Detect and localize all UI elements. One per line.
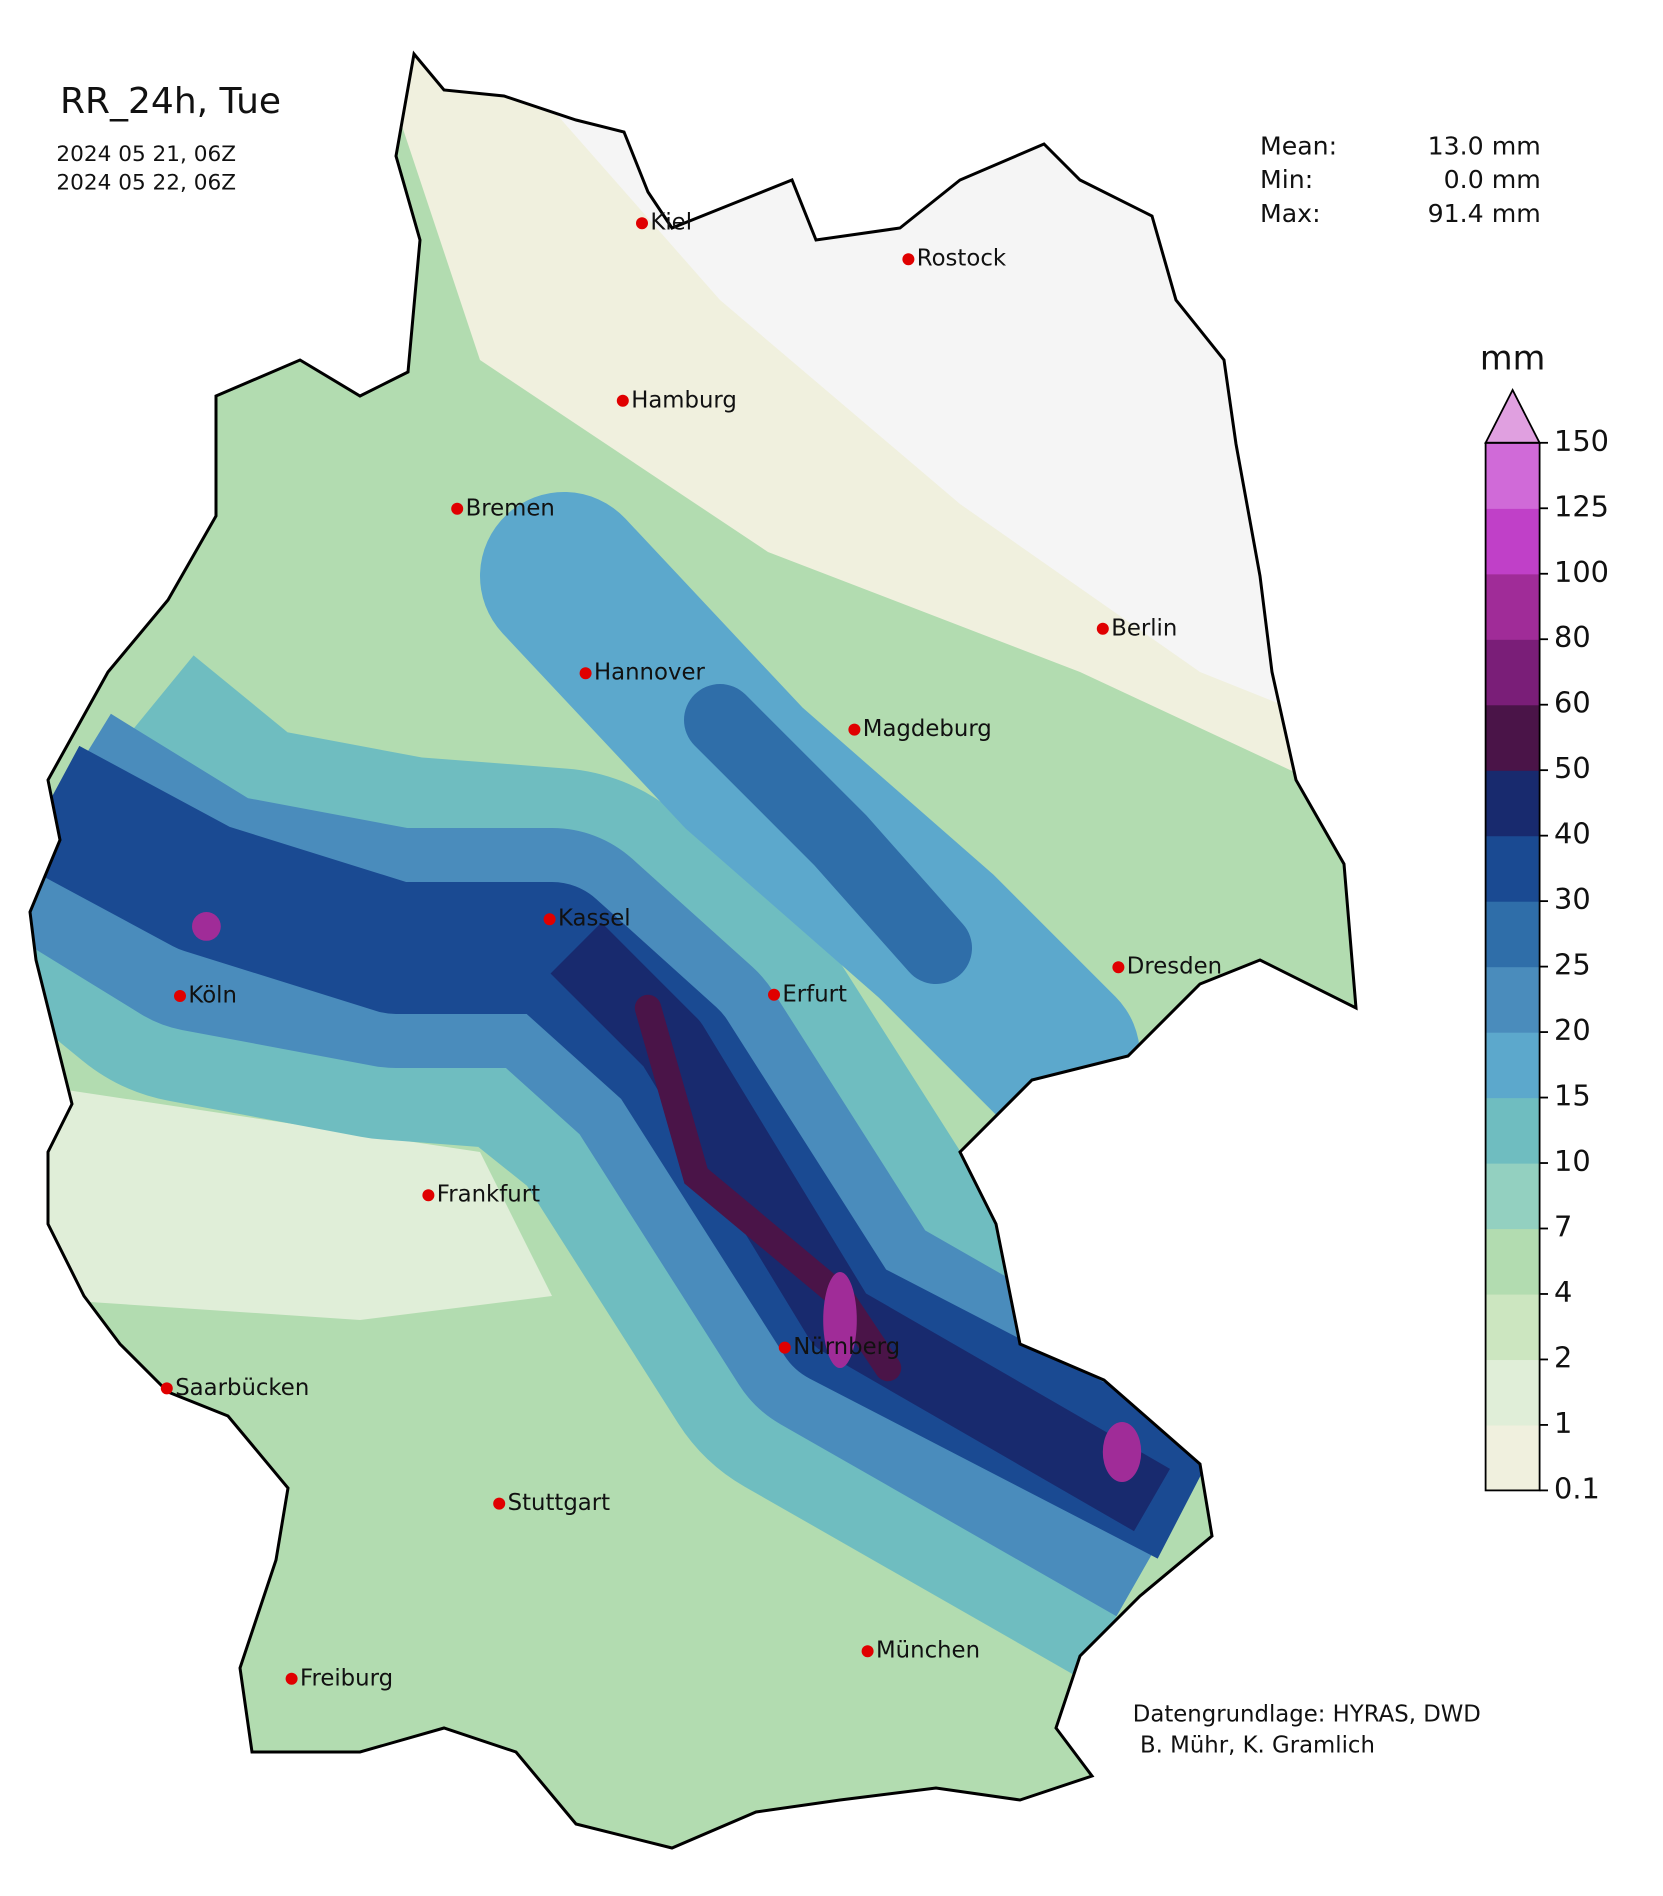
colorbar-tick-label: 150 <box>1554 424 1609 458</box>
colorbar-tick-label: 80 <box>1554 620 1591 654</box>
city-dot <box>848 723 861 736</box>
colorbar-segment <box>1485 1097 1540 1164</box>
city-dot <box>174 990 186 1003</box>
city-label: Berlin <box>1111 615 1177 641</box>
colorbar-tick-label: 15 <box>1554 1079 1591 1113</box>
period-start: 2024 05 21, 06Z <box>56 142 236 167</box>
city-dot <box>861 1645 874 1658</box>
credit: Datengrundlage: HYRAS, DWD <box>1133 1701 1481 1727</box>
colorbar-unit: mm <box>1480 339 1545 378</box>
colorbar-segment <box>1485 1163 1540 1230</box>
city-label: Rostock <box>917 246 1007 272</box>
city-label: Erfurt <box>782 981 847 1007</box>
city-label: Nürnberg <box>793 1334 900 1360</box>
colorbar-segment <box>1485 704 1540 771</box>
city-dot <box>636 217 648 230</box>
city-dot <box>579 667 592 680</box>
city-dot <box>493 1497 506 1510</box>
colorbar-tick-label: 100 <box>1554 555 1609 589</box>
colorbar-tick-label: 0.1 <box>1554 1471 1600 1505</box>
city-label: Stuttgart <box>508 1490 611 1516</box>
city-dot <box>543 913 556 926</box>
city-label: Hamburg <box>631 387 737 413</box>
colorbar-tick-label: 50 <box>1554 751 1591 785</box>
city-dot <box>616 394 629 407</box>
colorbar-tick-label: 7 <box>1554 1210 1572 1244</box>
city-label: Köln <box>188 983 237 1009</box>
precip-field <box>30 54 1357 1849</box>
colorbar-segment <box>1485 573 1540 640</box>
stat-label: Max: <box>1260 199 1321 228</box>
city-dot <box>768 988 781 1001</box>
colorbar: mm 0.1 1 2 4 7 10 15 20 25 30 40 50 60 80 100 125 150 <box>1480 339 1609 1506</box>
colorbar-tick-label: 30 <box>1554 882 1591 916</box>
colorbar-segment <box>1485 901 1540 968</box>
colorbar-segment <box>1485 835 1540 902</box>
city-dot <box>285 1672 298 1685</box>
colorbar-tick-label: 25 <box>1554 948 1591 982</box>
stat-label: Mean: <box>1260 132 1337 161</box>
colorbar-segment <box>1485 1293 1540 1361</box>
city-label: Saarbücken <box>175 1375 309 1401</box>
city-label: Freiburg <box>300 1665 393 1691</box>
city-label: Kiel <box>650 210 692 236</box>
colorbar-segment <box>1485 1359 1540 1426</box>
stat-label: Min: <box>1260 165 1313 194</box>
title: RR_24h, Tue <box>60 81 281 122</box>
city-label: Hannover <box>594 660 705 686</box>
colorbar-tick-label: 20 <box>1554 1013 1591 1047</box>
credit: B. Mühr, K. Gramlich <box>1133 1733 1375 1759</box>
colorbar-segment <box>1485 442 1540 509</box>
stat-value: 91.4 mm <box>1428 199 1541 228</box>
colorbar-tick-label: 10 <box>1554 1144 1591 1178</box>
city-label: Magdeburg <box>863 716 992 742</box>
city-dot <box>451 502 464 515</box>
colorbar-tick-label: 40 <box>1554 817 1591 851</box>
stat-value: 0.0 mm <box>1444 165 1541 194</box>
city-dot <box>902 253 915 266</box>
period-end: 2024 05 22, 06Z <box>56 171 236 196</box>
city-label: Kassel <box>558 906 631 932</box>
colorbar-segment <box>1485 1032 1540 1099</box>
colorbar-tick-label: 4 <box>1554 1275 1572 1309</box>
cities: Kiel Rostock Hamburg Bremen Berlin Hannover Ma… <box>160 210 1222 1691</box>
city-dot <box>1112 961 1125 974</box>
city-dot <box>422 1189 435 1202</box>
city-label: Frankfurt <box>437 1182 540 1208</box>
colorbar-tick-label: 60 <box>1554 686 1591 720</box>
city-dot <box>160 1382 173 1395</box>
colorbar-segment <box>1485 639 1540 706</box>
city-label: München <box>876 1638 980 1664</box>
map-root: RR_24h, Tue 2024 05 21, 06Z 2024 05 22, … <box>28 52 1609 1850</box>
stats: Mean: 13.0 mm Min: 0.0 mm Max: 91.4 mm <box>1260 132 1541 228</box>
stat-value: 13.0 mm <box>1428 132 1541 161</box>
city-dot <box>778 1341 791 1354</box>
colorbar-tick-label: 1 <box>1554 1406 1572 1440</box>
colorbar-segment <box>1485 966 1540 1033</box>
colorbar-tick-label: 2 <box>1554 1340 1572 1374</box>
colorbar-segment <box>1485 1228 1540 1295</box>
colorbar-segment <box>1485 770 1540 837</box>
colorbar-tick-label: 125 <box>1554 489 1609 523</box>
city-dot <box>1096 622 1109 635</box>
city-label: Bremen <box>466 495 555 521</box>
city-label: Dresden <box>1127 954 1222 980</box>
colorbar-segment <box>1485 508 1540 575</box>
colorbar-segment <box>1485 1424 1540 1491</box>
colorbar-extend <box>1484 388 1542 444</box>
